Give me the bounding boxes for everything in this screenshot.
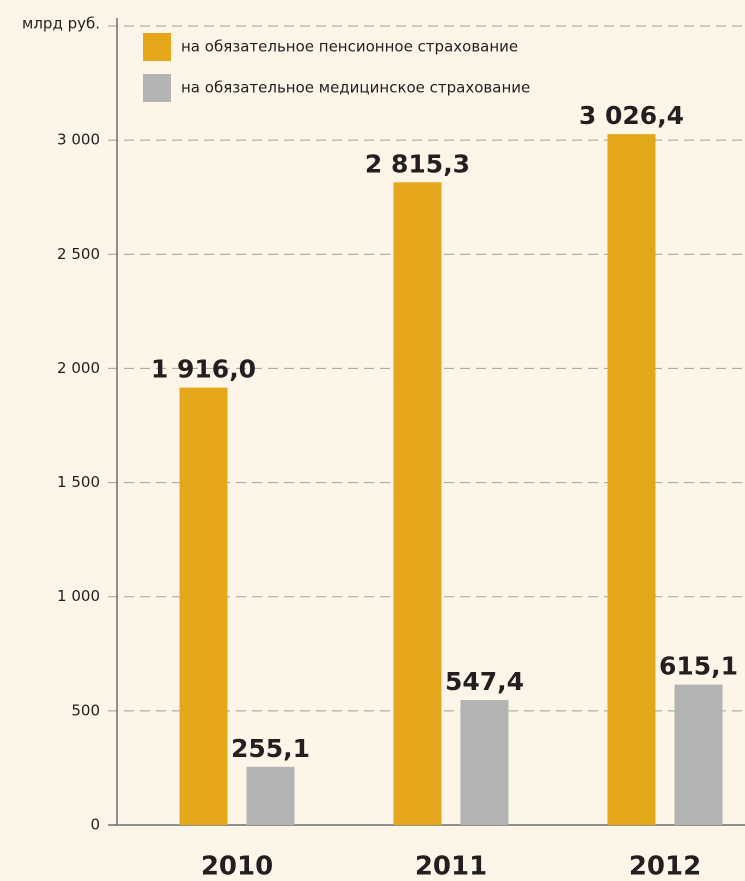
legend-swatch: [143, 74, 171, 102]
value-label: 2 815,3: [365, 149, 470, 178]
y-tick-label: 2 000: [57, 359, 100, 377]
y-tick-label: 500: [71, 701, 100, 719]
y-tick-label: 2 500: [57, 245, 100, 263]
value-label: 255,1: [231, 734, 310, 763]
legend-label: на обязательное медицинское страхование: [181, 79, 530, 97]
value-label: 615,1: [659, 652, 738, 681]
x-tick-label: 2012: [629, 852, 701, 881]
legend-swatch: [143, 33, 171, 61]
x-tick-label: 2010: [201, 852, 273, 881]
value-label: 1 916,0: [151, 355, 256, 384]
axis-label: млрд руб.: [22, 15, 100, 33]
value-label: 3 026,4: [579, 101, 684, 130]
value-label: 547,4: [445, 667, 524, 696]
y-tick-label: 3 000: [57, 131, 100, 149]
legend-label: на обязательное пенсионное страхование: [181, 38, 518, 56]
bar: [393, 182, 442, 825]
bar: [246, 766, 295, 825]
bar: [674, 684, 723, 825]
y-tick-label: 0: [90, 816, 100, 834]
bar: [179, 387, 228, 825]
bar: [460, 700, 509, 825]
x-tick-label: 2011: [415, 852, 487, 881]
y-tick-label: 1 000: [57, 587, 100, 605]
y-tick-label: 1 500: [57, 473, 100, 491]
bar: [607, 134, 656, 826]
